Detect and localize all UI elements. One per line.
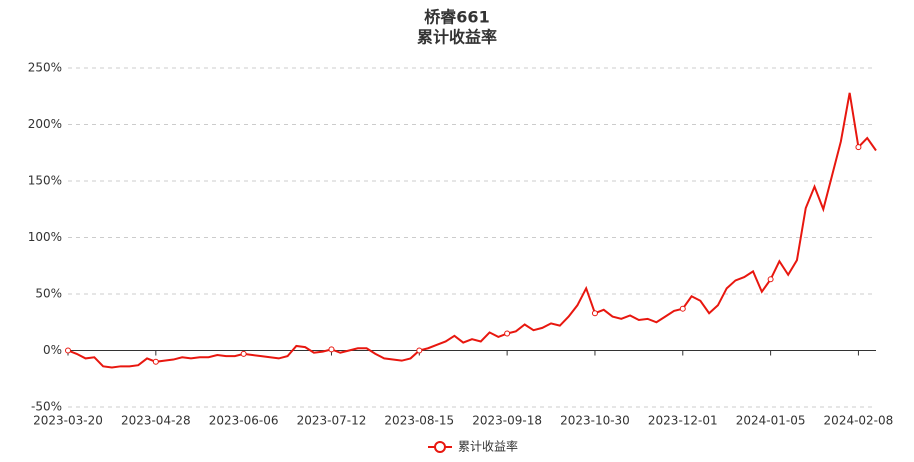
x-tick-label: 2023-08-15 xyxy=(384,414,454,428)
point xyxy=(679,305,686,312)
x-tick-label: 2023-04-28 xyxy=(121,414,191,428)
x-tick-label: 2023-06-06 xyxy=(209,414,279,428)
x-tick-label: 2024-02-08 xyxy=(824,414,894,428)
x-tick-label: 2023-10-30 xyxy=(560,414,630,428)
x-tick-label: 2023-03-20 xyxy=(33,414,103,428)
legend-symbol xyxy=(434,441,446,453)
point xyxy=(65,347,71,354)
point xyxy=(328,346,335,353)
y-tick-label: 250% xyxy=(28,61,62,75)
point xyxy=(504,330,511,337)
legend-label: 累计收益率 xyxy=(458,439,518,454)
y-tick-label: -50% xyxy=(31,400,62,414)
point xyxy=(767,276,774,283)
x-tick-label: 2023-12-01 xyxy=(648,414,718,428)
y-tick-label: 0% xyxy=(43,343,62,357)
point xyxy=(240,350,247,357)
line xyxy=(67,92,877,369)
chart-title: 桥睿661 xyxy=(424,8,489,27)
point xyxy=(591,310,598,317)
point xyxy=(855,144,862,151)
y-tick-label: 200% xyxy=(28,117,62,131)
x-tick-label: 2023-07-12 xyxy=(297,414,367,428)
chart-subtitle: 累计收益率 xyxy=(417,28,497,47)
point xyxy=(152,358,159,365)
x-tick-label: 2023-09-18 xyxy=(472,414,542,428)
y-tick-label: 100% xyxy=(28,230,62,244)
x-tick-label: 2024-01-05 xyxy=(736,414,806,428)
y-tick-label: 50% xyxy=(35,287,62,301)
y-tick-label: 150% xyxy=(28,174,62,188)
point xyxy=(416,347,423,354)
